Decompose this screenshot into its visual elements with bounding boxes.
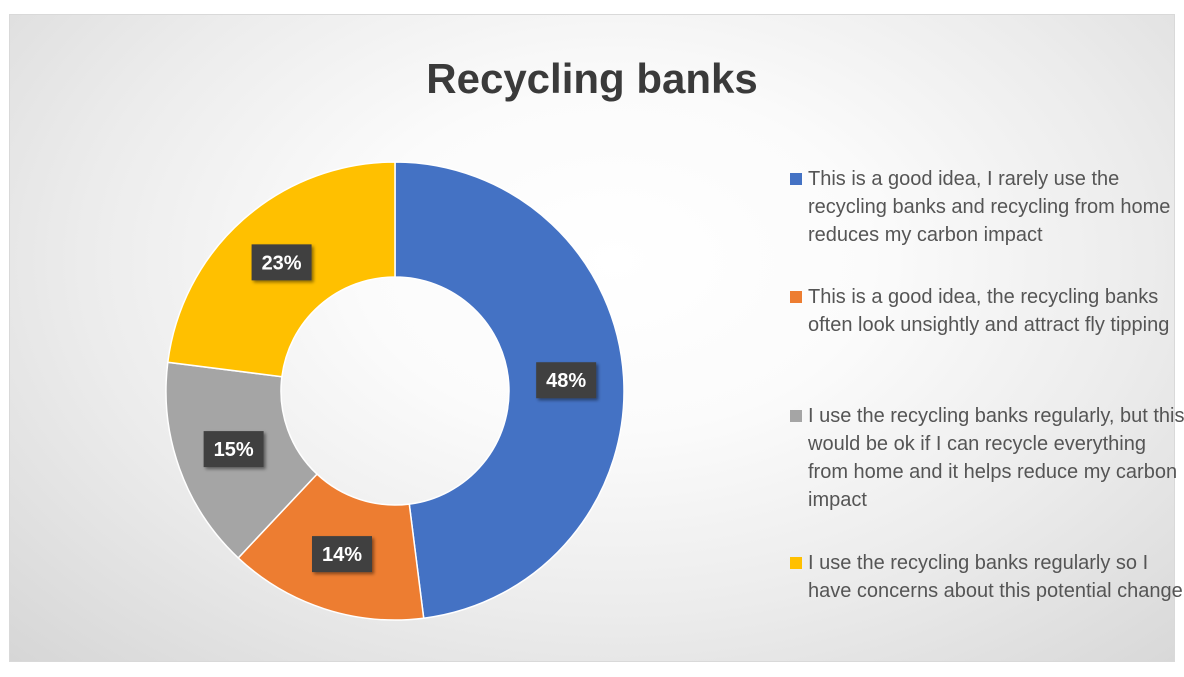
legend-label: I use the recycling banks regularly, but… (808, 405, 1184, 511)
legend-swatch (790, 291, 802, 303)
data-label: 14% (312, 536, 373, 573)
legend-label: This is a good idea, the recycling banks… (808, 286, 1170, 336)
legend-label: I use the recycling banks regularly so I… (808, 552, 1183, 602)
chart-title: Recycling banks (426, 55, 758, 102)
legend-swatch (790, 173, 802, 185)
donut-chart: 48% 14% 15% 23% (165, 161, 625, 621)
data-label-box (536, 362, 597, 399)
legend-item: I use the recycling banks regularly so I… (790, 549, 1184, 605)
data-label-text: 48% (546, 370, 586, 392)
data-label: 15% (203, 431, 264, 468)
data-label: 23% (251, 244, 312, 281)
data-label-box (203, 431, 264, 468)
data-label-text: 14% (322, 544, 362, 566)
legend-swatch (790, 557, 802, 569)
legend-swatch (790, 410, 802, 422)
data-label: 48% (536, 362, 597, 399)
legend-label: This is a good idea, I rarely use the re… (808, 168, 1171, 246)
donut-slice (394, 161, 625, 620)
data-label-box (251, 244, 312, 281)
data-label-box (312, 536, 373, 573)
legend-item: I use the recycling banks regularly, but… (790, 402, 1184, 514)
data-label-text: 23% (262, 252, 302, 274)
legend-item: This is a good idea, I rarely use the re… (790, 165, 1184, 249)
data-label-text: 15% (214, 439, 254, 461)
chart-area: Recycling banks 48% 14% 15% 23% This is a g… (9, 14, 1184, 662)
legend-item: This is a good idea, the recycling banks… (790, 283, 1184, 339)
